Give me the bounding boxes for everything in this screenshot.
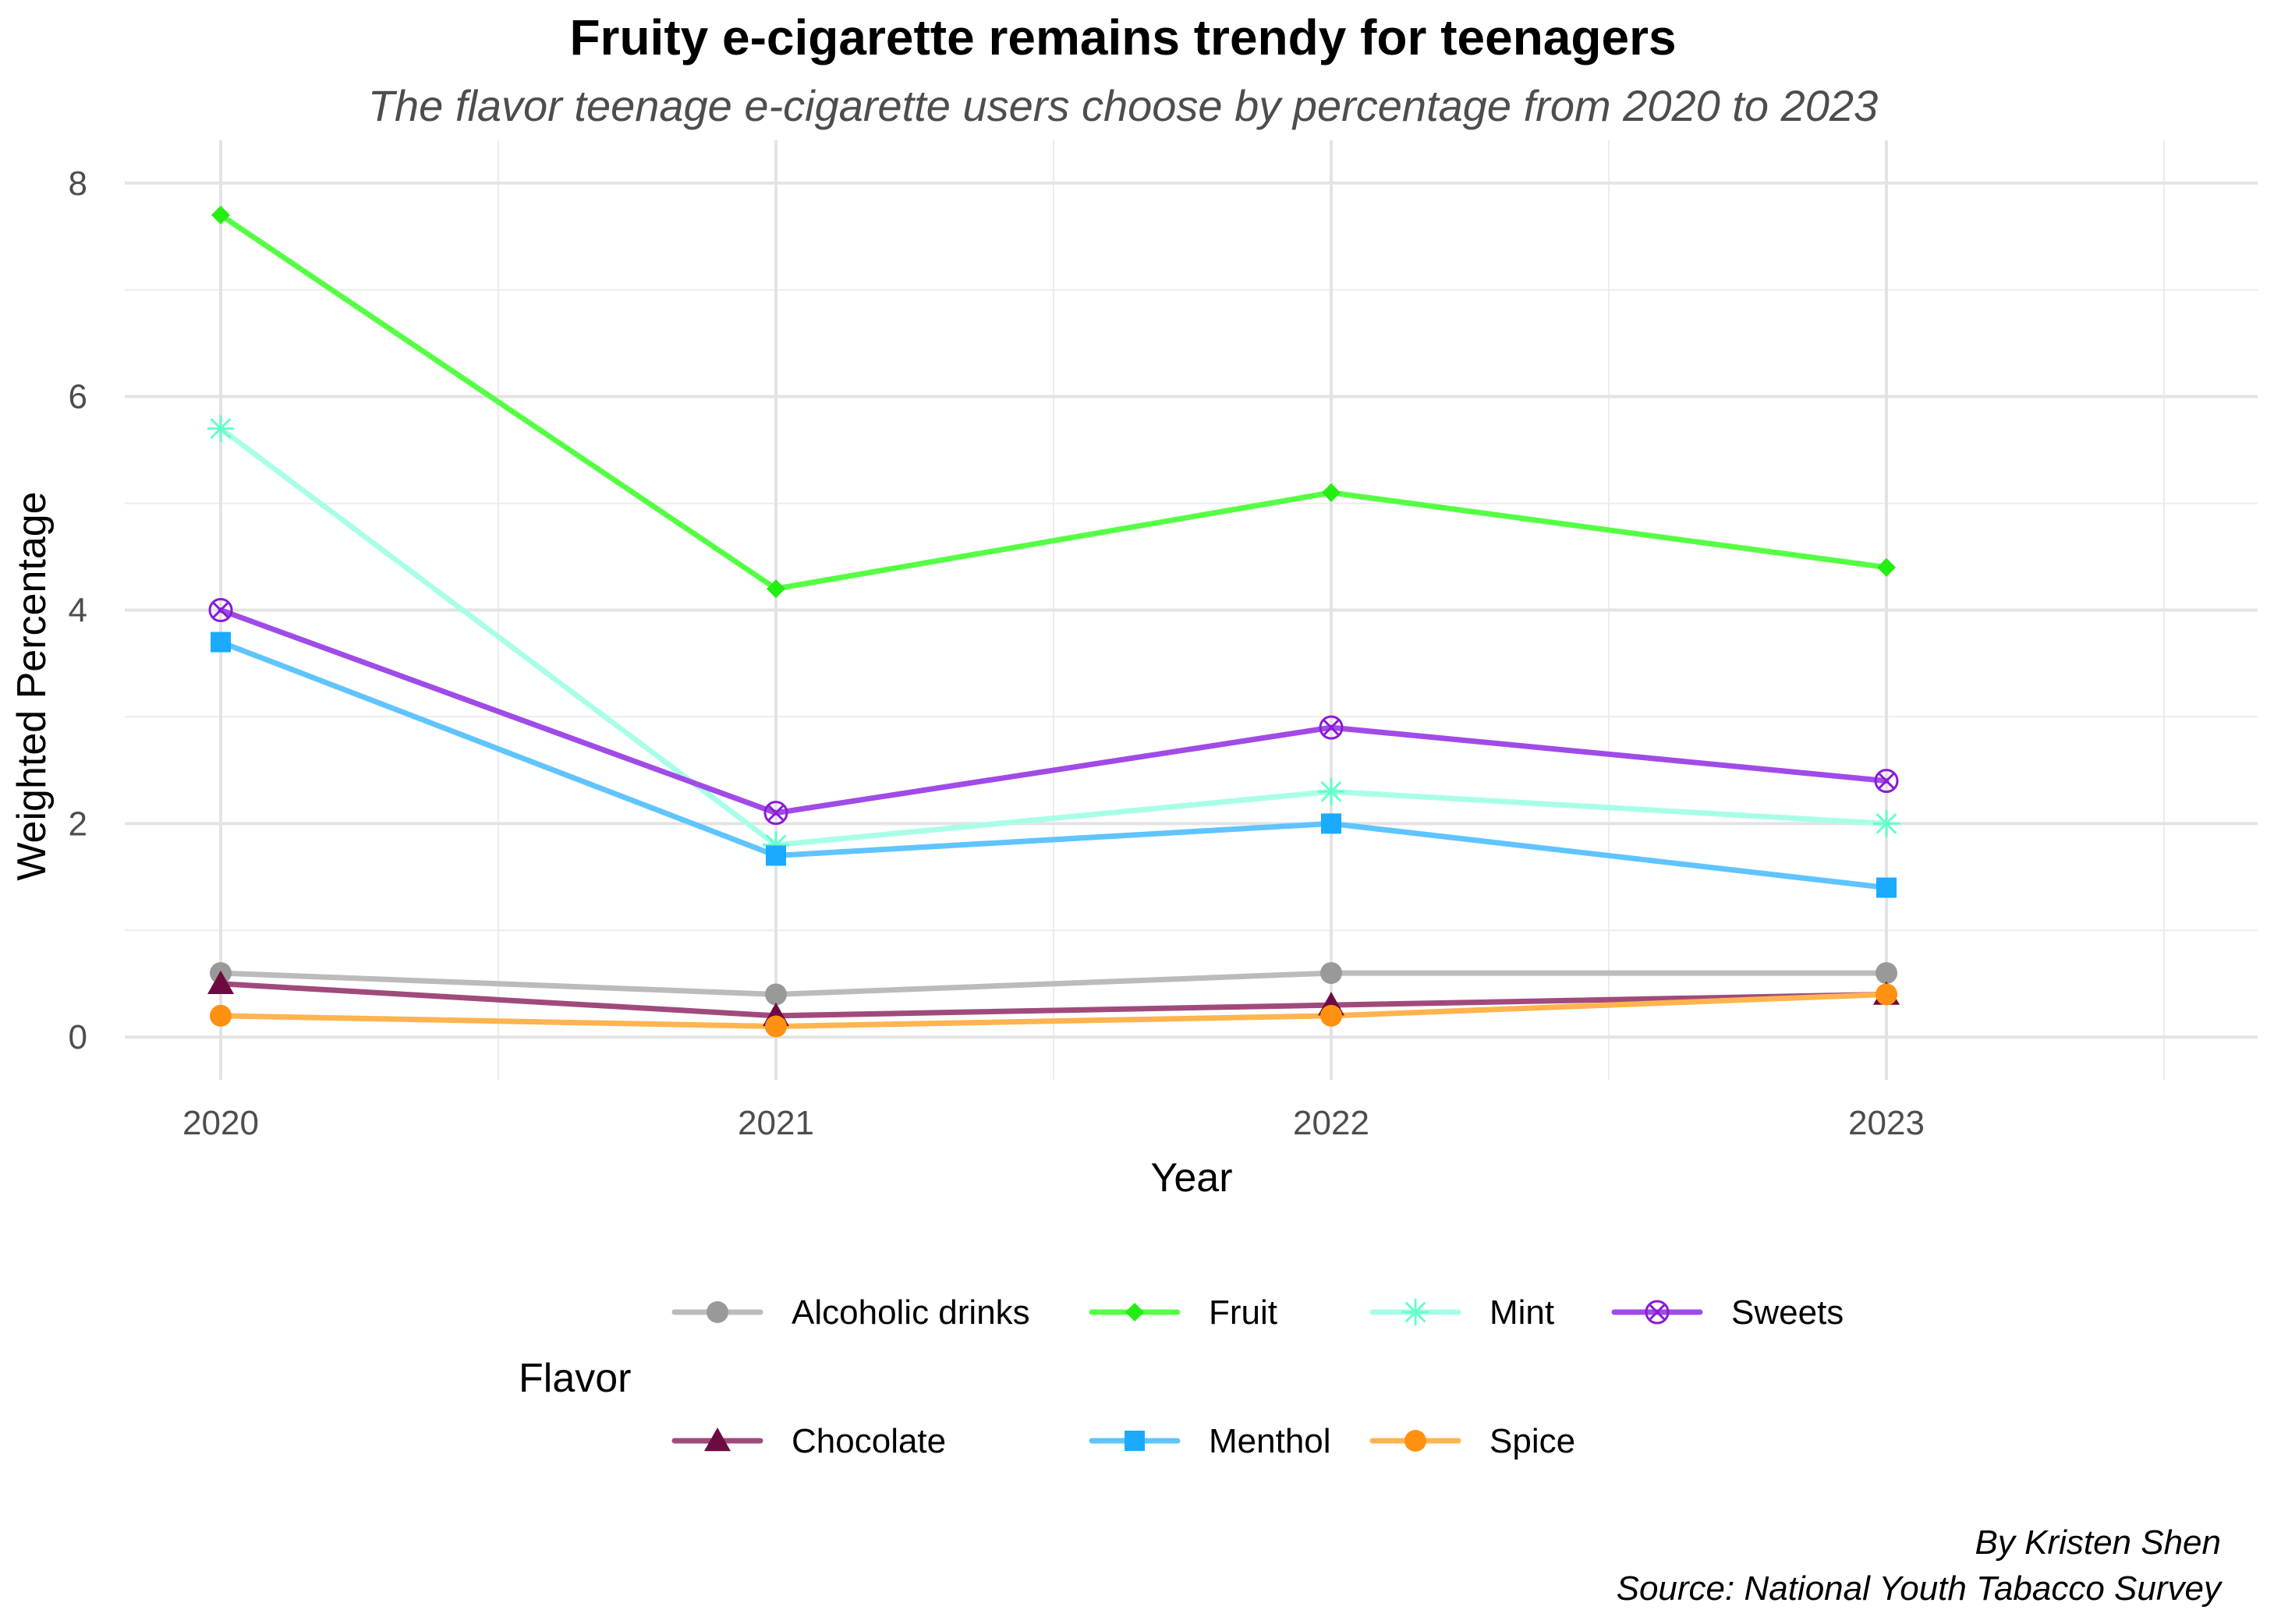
data-point-spice: [765, 1015, 787, 1038]
series-line-sweets: [218, 607, 1890, 816]
chart-title: Fruity e-cigarette remains trendy for te…: [569, 9, 1676, 65]
data-point-alcoholic-drinks: [1876, 962, 1897, 985]
data-point-spice: [210, 1004, 232, 1027]
legend-key-marker: [1404, 1430, 1426, 1452]
legend-key-marker: [704, 1428, 731, 1452]
y-tick-label: 2: [69, 805, 87, 843]
legend-key-marker: [1645, 1300, 1670, 1325]
data-point-spice: [1320, 1004, 1342, 1027]
legend-label: Fruit: [1209, 1293, 1277, 1332]
legend-title: Flavor: [519, 1356, 631, 1401]
data-point-sweets: [1319, 715, 1344, 740]
legend-item-chocolate: Chocolate: [671, 1422, 946, 1460]
legend-label: Spice: [1489, 1422, 1575, 1460]
series-line-chocolate: [218, 981, 1890, 1019]
data-point-fruit: [1877, 557, 1896, 577]
legend-key-marker: [1401, 1298, 1429, 1326]
series-line-alcoholic-drinks: [218, 970, 1890, 997]
legend-key-marker: [1125, 1303, 1144, 1321]
data-point-menthol: [1321, 813, 1341, 834]
y-tick-label: 4: [69, 592, 87, 630]
x-tick-label: 2023: [1848, 1104, 1925, 1142]
grid-lines: [125, 140, 2258, 1080]
data-point-sweets: [208, 598, 233, 622]
y-tick-label: 0: [69, 1018, 87, 1056]
data-point-mint: [1317, 777, 1345, 805]
series-line-spice: [218, 991, 1890, 1030]
data-point-chocolate: [207, 970, 234, 995]
series-line-fruit: [218, 212, 1890, 592]
legend-label: Mint: [1489, 1293, 1554, 1332]
series-line-menthol: [218, 639, 1890, 891]
data-point-mint: [1872, 809, 1900, 837]
legend-label: Chocolate: [792, 1422, 946, 1460]
legend-item-spice: Spice: [1369, 1422, 1575, 1460]
series-line-mint: [218, 426, 1890, 848]
legend-item-sweets: Sweets: [1611, 1293, 1844, 1332]
data-point-alcoholic-drinks: [1320, 962, 1342, 985]
legend-key-marker: [707, 1301, 728, 1323]
data-point-menthol: [1876, 877, 1897, 898]
y-tick-label: 6: [69, 378, 87, 416]
legend-label: Sweets: [1731, 1293, 1844, 1332]
data-point-spice: [1876, 983, 1897, 1006]
y-tick-label: 8: [69, 165, 87, 203]
legend-label: Menthol: [1209, 1422, 1331, 1460]
y-axis-title: Weighted Percentage: [9, 491, 55, 880]
data-points: [207, 205, 1900, 1038]
x-axis-title: Year: [1150, 1155, 1232, 1201]
x-tick-label: 2021: [738, 1104, 814, 1142]
legend: Flavor Alcoholic drinks Fruit Mint Sweets Ch…: [519, 1293, 1844, 1460]
legend-item-mint: Mint: [1369, 1293, 1554, 1332]
data-point-alcoholic-drinks: [765, 983, 787, 1006]
caption-source: Source: National Youth Tabacco Survey: [1617, 1569, 2223, 1608]
legend-item-menthol: Menthol: [1089, 1422, 1331, 1460]
data-point-sweets: [1874, 769, 1899, 794]
data-point-menthol: [766, 845, 786, 866]
series-lines: [218, 212, 1890, 1030]
data-point-sweets: [763, 801, 788, 826]
caption-author: By Kristen Shen: [1975, 1523, 2222, 1562]
data-point-menthol: [211, 632, 231, 653]
data-point-fruit: [1322, 483, 1341, 502]
chart-subtitle: The flavor teenage e-cigarette users cho…: [368, 81, 1878, 130]
legend-item-alcoholic-drinks: Alcoholic drinks: [671, 1293, 1030, 1332]
axis-ticks: 0 2 4 6 8 2020 2021 2022 2023: [69, 165, 1925, 1142]
legend-key-marker: [1125, 1431, 1145, 1451]
data-point-fruit: [211, 205, 230, 225]
data-point-fruit: [767, 579, 785, 599]
x-tick-label: 2020: [182, 1104, 259, 1142]
data-point-mint: [207, 415, 235, 443]
legend-label: Alcoholic drinks: [792, 1293, 1030, 1332]
legend-item-fruit: Fruit: [1089, 1293, 1277, 1332]
x-tick-label: 2022: [1293, 1104, 1369, 1142]
